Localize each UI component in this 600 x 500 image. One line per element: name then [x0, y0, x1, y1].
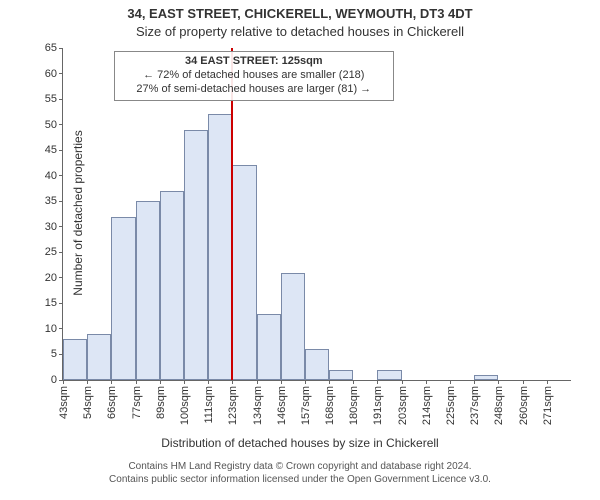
xtick-label: 248sqm — [491, 386, 505, 425]
ytick-label: 0 — [51, 374, 63, 386]
xtick-mark — [63, 380, 64, 384]
xtick-label: 203sqm — [395, 386, 409, 425]
xtick-label: 191sqm — [370, 386, 384, 425]
xtick-mark — [257, 380, 258, 384]
xtick-label: 89sqm — [153, 386, 167, 419]
histogram-bar — [111, 217, 135, 380]
xtick-mark — [498, 380, 499, 384]
histogram-bar — [281, 273, 305, 380]
footnote-line2: Contains public sector information licen… — [0, 473, 600, 486]
xtick-label: 100sqm — [177, 386, 191, 425]
xtick-mark — [402, 380, 403, 384]
xtick-label: 237sqm — [467, 386, 481, 425]
xtick-mark — [208, 380, 209, 384]
xtick-mark — [87, 380, 88, 384]
xtick-label: 168sqm — [322, 386, 336, 425]
histogram-bar — [87, 334, 111, 380]
histogram-bar — [329, 370, 353, 380]
xtick-mark — [353, 380, 354, 384]
xtick-mark — [329, 380, 330, 384]
ytick-label: 35 — [45, 195, 63, 207]
xtick-label: 271sqm — [540, 386, 554, 425]
plot-area: 0510152025303540455055606543sqm54sqm66sq… — [62, 48, 571, 381]
xtick-label: 180sqm — [346, 386, 360, 425]
footnote: Contains HM Land Registry data © Crown c… — [0, 460, 600, 486]
ytick-label: 45 — [45, 144, 63, 156]
xtick-label: 43sqm — [56, 386, 70, 419]
histogram-bar — [474, 375, 498, 380]
xtick-mark — [523, 380, 524, 384]
xtick-mark — [450, 380, 451, 384]
xtick-mark — [184, 380, 185, 384]
histogram-bar — [136, 201, 160, 380]
chart-title-sub: Size of property relative to detached ho… — [0, 24, 600, 39]
ytick-label: 10 — [45, 323, 63, 335]
xtick-mark — [426, 380, 427, 384]
xtick-label: 123sqm — [225, 386, 239, 425]
annotation-line1: 34 EAST STREET: 125sqm — [121, 55, 387, 69]
xtick-label: 66sqm — [104, 386, 118, 419]
histogram-bar — [377, 370, 401, 380]
y-axis-label: Number of detached properties — [71, 63, 85, 363]
xtick-label: 111sqm — [201, 386, 215, 424]
xtick-mark — [474, 380, 475, 384]
ytick-label: 30 — [45, 221, 63, 233]
ytick-label: 60 — [45, 68, 63, 80]
histogram-bar — [257, 314, 281, 380]
x-axis-label: Distribution of detached houses by size … — [0, 436, 600, 450]
xtick-mark — [111, 380, 112, 384]
xtick-label: 260sqm — [516, 386, 530, 425]
ytick-label: 65 — [45, 42, 63, 54]
annotation-line3: 27% of semi-detached houses are larger (… — [121, 83, 387, 97]
histogram-bar — [305, 349, 329, 380]
xtick-mark — [136, 380, 137, 384]
xtick-label: 134sqm — [250, 386, 264, 425]
property-size-histogram: 34, EAST STREET, CHICKERELL, WEYMOUTH, D… — [0, 0, 600, 500]
ytick-label: 25 — [45, 246, 63, 258]
histogram-bar — [184, 130, 208, 380]
histogram-bar — [208, 114, 232, 380]
xtick-label: 146sqm — [274, 386, 288, 425]
xtick-label: 225sqm — [443, 386, 457, 425]
annotation-line2: ← 72% of detached houses are smaller (21… — [121, 69, 387, 83]
xtick-label: 77sqm — [129, 386, 143, 419]
ytick-label: 15 — [45, 297, 63, 309]
xtick-mark — [547, 380, 548, 384]
ytick-label: 5 — [51, 348, 63, 360]
histogram-bar — [160, 191, 184, 380]
ytick-label: 20 — [45, 272, 63, 284]
xtick-mark — [160, 380, 161, 384]
ytick-label: 40 — [45, 170, 63, 182]
ytick-label: 55 — [45, 93, 63, 105]
xtick-mark — [232, 380, 233, 384]
annotation-box: 34 EAST STREET: 125sqm← 72% of detached … — [114, 51, 394, 100]
footnote-line1: Contains HM Land Registry data © Crown c… — [0, 460, 600, 473]
xtick-mark — [281, 380, 282, 384]
xtick-label: 214sqm — [419, 386, 433, 425]
xtick-mark — [377, 380, 378, 384]
xtick-mark — [305, 380, 306, 384]
ytick-label: 50 — [45, 119, 63, 131]
chart-title-main: 34, EAST STREET, CHICKERELL, WEYMOUTH, D… — [0, 6, 600, 21]
histogram-bar — [232, 165, 256, 380]
xtick-label: 157sqm — [298, 386, 312, 425]
xtick-label: 54sqm — [80, 386, 94, 419]
